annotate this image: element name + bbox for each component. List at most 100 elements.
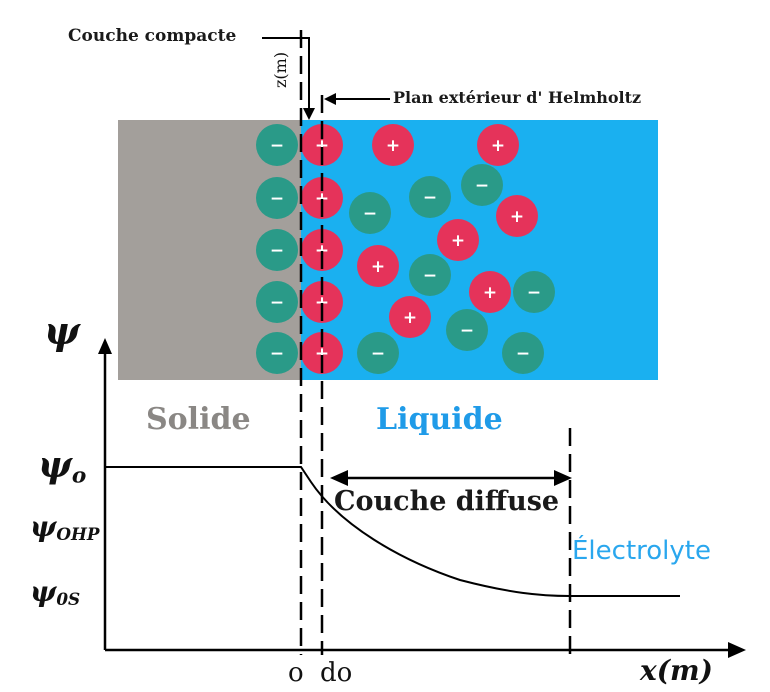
- cation-circle: [389, 296, 431, 338]
- anion-ion: −: [513, 271, 555, 313]
- anion-circle: [256, 281, 298, 323]
- diffuse-arrow-right-head: [554, 470, 572, 486]
- cation-ion: +: [496, 195, 538, 237]
- anion-ion: −: [256, 332, 298, 374]
- anion-ion: −: [357, 332, 399, 374]
- anion-circle: [357, 332, 399, 374]
- psi0-label: ψo: [38, 447, 86, 487]
- cation-ion: +: [469, 271, 511, 313]
- cation-ion: +: [301, 332, 343, 374]
- psi-ohp-base: ψ: [30, 510, 57, 543]
- x-axis-arrowhead: [728, 642, 746, 658]
- psi-axis-label: ψ: [44, 308, 80, 353]
- liquide-label: Liquide: [376, 402, 503, 437]
- psi-ohp-sub: OHP: [56, 524, 100, 545]
- z-axis-label: z(m): [271, 51, 290, 88]
- helmholtz-arrowhead: [324, 93, 336, 105]
- minus-sign: −: [270, 136, 284, 156]
- anion-ion: −: [461, 164, 503, 206]
- anion-circle: [513, 271, 555, 313]
- cation-circle: [437, 219, 479, 261]
- anion-circle: [256, 332, 298, 374]
- cation-ion: +: [357, 245, 399, 287]
- cation-circle: [357, 245, 399, 287]
- minus-sign: −: [423, 266, 437, 286]
- anion-ion: −: [409, 176, 451, 218]
- cation-circle: [301, 229, 343, 271]
- solide-label: Solide: [146, 402, 251, 437]
- psi0-sub: o: [71, 463, 87, 489]
- cation-circle: [496, 195, 538, 237]
- anion-ion: −: [409, 254, 451, 296]
- plus-sign: +: [315, 136, 329, 156]
- cation-ion: +: [301, 177, 343, 219]
- cation-ion: +: [389, 296, 431, 338]
- minus-sign: −: [516, 344, 530, 364]
- compact-layer-arrowhead: [303, 108, 315, 120]
- plus-sign: +: [403, 308, 417, 328]
- y-axis-arrowhead: [98, 338, 112, 354]
- plus-sign: +: [483, 283, 497, 303]
- psi-os-sub: 0S: [56, 589, 81, 610]
- anion-circle: [256, 229, 298, 271]
- minus-sign: −: [270, 344, 284, 364]
- cation-circle: [469, 271, 511, 313]
- psi0-base: ψ: [38, 444, 72, 486]
- cation-ion: +: [477, 124, 519, 166]
- x-axis-label: x(m): [640, 654, 713, 687]
- cation-circle: [301, 332, 343, 374]
- anion-circle: [409, 176, 451, 218]
- anion-ion: −: [502, 332, 544, 374]
- ion-layer: −−−−−+++++++−−−+++−+−+−−−: [256, 124, 555, 374]
- anion-ion: −: [256, 229, 298, 271]
- plan-exterieur-label: Plan extérieur d' Helmholtz: [393, 88, 642, 107]
- plus-sign: +: [451, 231, 465, 251]
- minus-sign: −: [371, 344, 385, 364]
- plus-sign: +: [315, 344, 329, 364]
- minus-sign: −: [527, 283, 541, 303]
- diffuse-arrow-left-head: [330, 470, 348, 486]
- cation-circle: [301, 124, 343, 166]
- minus-sign: −: [363, 204, 377, 224]
- cation-circle: [477, 124, 519, 166]
- electrolyte-label: Électrolyte: [572, 536, 711, 566]
- compact-layer-leader: [262, 37, 310, 114]
- anion-ion: −: [256, 281, 298, 323]
- plus-sign: +: [491, 136, 505, 156]
- anion-ion: −: [256, 177, 298, 219]
- anion-circle: [256, 124, 298, 166]
- minus-sign: −: [460, 321, 474, 341]
- cation-circle: [301, 281, 343, 323]
- cation-circle: [372, 124, 414, 166]
- anion-circle: [409, 254, 451, 296]
- minus-sign: −: [475, 176, 489, 196]
- plus-sign: +: [371, 257, 385, 277]
- minus-sign: −: [270, 189, 284, 209]
- plus-sign: +: [386, 136, 400, 156]
- minus-sign: −: [270, 293, 284, 313]
- tick-label-o: o: [288, 658, 304, 688]
- couche-compacte-label: Couche compacte: [68, 26, 237, 46]
- minus-sign: −: [270, 241, 284, 261]
- psi-ohp-label: ψOHP: [30, 513, 99, 543]
- anion-ion: −: [446, 309, 488, 351]
- anion-ion: −: [349, 192, 391, 234]
- anion-circle: [502, 332, 544, 374]
- plus-sign: +: [510, 207, 524, 227]
- cation-ion: +: [372, 124, 414, 166]
- anion-circle: [446, 309, 488, 351]
- anion-ion: −: [256, 124, 298, 166]
- tick-label-do: do: [320, 658, 353, 688]
- anion-circle: [256, 177, 298, 219]
- anion-circle: [461, 164, 503, 206]
- anion-circle: [349, 192, 391, 234]
- minus-sign: −: [423, 188, 437, 208]
- psi-os-label: ψ0S: [30, 578, 80, 608]
- potential-curve: [105, 466, 680, 597]
- cation-circle: [301, 177, 343, 219]
- couche-diffuse-label: Couche diffuse: [334, 486, 560, 517]
- cation-ion: +: [437, 219, 479, 261]
- cation-ion: +: [301, 124, 343, 166]
